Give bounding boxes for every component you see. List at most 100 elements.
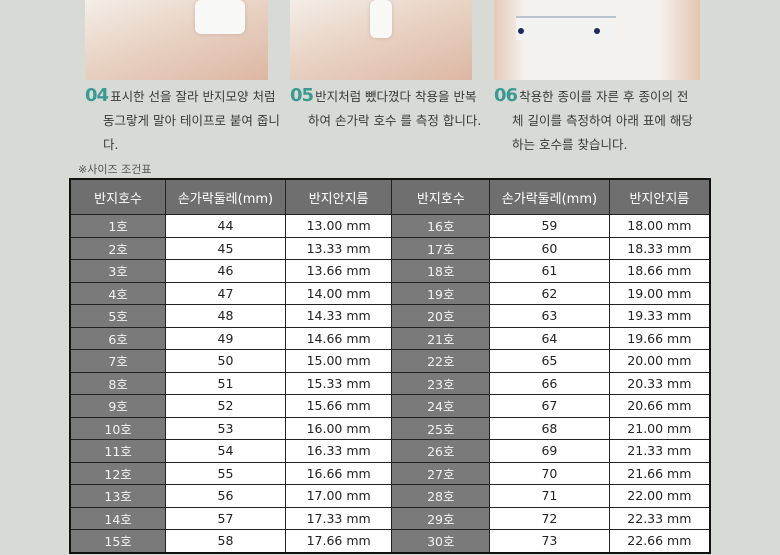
table-row: 12호 55 16.66 mm 27호 70 21.66 mm [69, 461, 711, 485]
inner-diameter-cell: 16.33 mm [284, 439, 393, 463]
table-row: 8호 51 15.33 mm 23호 66 20.33 mm [69, 371, 711, 395]
inner-diameter-cell: 15.00 mm [284, 349, 393, 373]
inner-diameter-cell: 13.33 mm [284, 236, 393, 260]
finger-circumference-cell: 50 [165, 349, 286, 373]
inner-diameter-cell: 16.00 mm [284, 416, 393, 440]
inner-diameter-cell: 15.66 mm [284, 394, 393, 418]
table-header-row: 반지호수 손가락둘레(mm) 반지안지름 반지호수 손가락둘레(mm) 반지안지름 [69, 178, 711, 215]
finger-circumference-cell: 73 [489, 529, 610, 553]
finger-circumference-cell: 63 [489, 304, 610, 328]
finger-circumference-cell: 44 [165, 214, 286, 238]
finger-circumference-cell: 59 [489, 214, 610, 238]
size-chart-note: ※사이즈 조건표 [78, 163, 152, 176]
inner-diameter-cell: 20.33 mm [608, 371, 711, 395]
inner-diameter-cell: 17.66 mm [284, 529, 393, 553]
table-row: 13호 56 17.00 mm 28호 71 22.00 mm [69, 484, 711, 508]
inner-diameter-cell: 20.00 mm [608, 349, 711, 373]
inner-diameter-cell: 14.33 mm [284, 304, 393, 328]
ring-size-cell: 18호 [391, 259, 491, 283]
table-row: 4호 47 14.00 mm 19호 62 19.00 mm [69, 281, 711, 305]
ring-size-cell: 25호 [391, 416, 491, 440]
column-header: 반지호수 [69, 178, 167, 215]
paper-ring-image [195, 0, 245, 34]
inner-diameter-cell: 21.66 mm [608, 461, 711, 485]
ring-size-table: 반지호수 손가락둘레(mm) 반지안지름 반지호수 손가락둘레(mm) 반지안지름 1호 4… [69, 178, 711, 554]
inner-diameter-cell: 22.00 mm [608, 484, 711, 508]
inner-diameter-cell: 22.33 mm [608, 506, 711, 530]
finger-circumference-cell: 65 [489, 349, 610, 373]
ring-size-cell: 19호 [391, 281, 491, 305]
step-05: 05 반지처럼 뺐다꼈다 착용을 반복 하여 손가락 호수 를 측정 합니다. [290, 85, 482, 128]
finger-circumference-cell: 66 [489, 371, 610, 395]
table-row: 10호 53 16.00 mm 25호 68 21.00 mm [69, 416, 711, 440]
table-row: 15호 58 17.66 mm 30호 73 22.66 mm [69, 529, 711, 553]
inner-diameter-cell: 14.66 mm [284, 326, 393, 350]
photo-step-05 [290, 0, 472, 80]
inner-diameter-cell: 19.33 mm [608, 304, 711, 328]
table-row: 9호 52 15.66 mm 24호 67 20.66 mm [69, 394, 711, 418]
inner-diameter-cell: 15.33 mm [284, 371, 393, 395]
finger-circumference-cell: 70 [489, 461, 610, 485]
ring-size-cell: 20호 [391, 304, 491, 328]
finger-circumference-cell: 58 [165, 529, 286, 553]
finger-circumference-cell: 60 [489, 236, 610, 260]
inner-diameter-cell: 19.00 mm [608, 281, 711, 305]
column-header: 손가락둘레(mm) [165, 178, 286, 215]
table-row: 1호 44 13.00 mm 16호 59 18.00 mm [69, 214, 711, 238]
inner-diameter-cell: 21.00 mm [608, 416, 711, 440]
ring-size-cell: 1호 [69, 214, 167, 238]
finger-circumference-cell: 69 [489, 439, 610, 463]
ring-size-cell: 5호 [69, 304, 167, 328]
column-header: 반지안지름 [608, 178, 711, 215]
inner-diameter-cell: 18.66 mm [608, 259, 711, 283]
ring-size-cell: 9호 [69, 394, 167, 418]
finger-circumference-cell: 45 [165, 236, 286, 260]
ring-size-cell: 10호 [69, 416, 167, 440]
ring-size-cell: 28호 [391, 484, 491, 508]
ring-size-cell: 23호 [391, 371, 491, 395]
finger-circumference-cell: 57 [165, 506, 286, 530]
table-row: 14호 57 17.33 mm 29호 72 22.33 mm [69, 506, 711, 530]
ring-size-cell: 2호 [69, 236, 167, 260]
table-row: 7호 50 15.00 mm 22호 65 20.00 mm [69, 349, 711, 373]
ring-size-cell: 22호 [391, 349, 491, 373]
finger-circumference-cell: 72 [489, 506, 610, 530]
ring-size-cell: 30호 [391, 529, 491, 553]
inner-diameter-cell: 17.00 mm [284, 484, 393, 508]
ring-size-cell: 3호 [69, 259, 167, 283]
inner-diameter-cell: 18.33 mm [608, 236, 711, 260]
inner-diameter-cell: 19.66 mm [608, 326, 711, 350]
ring-size-cell: 13호 [69, 484, 167, 508]
ring-size-cell: 6호 [69, 326, 167, 350]
column-header: 손가락둘레(mm) [489, 178, 610, 215]
inner-diameter-cell: 16.66 mm [284, 461, 393, 485]
finger-circumference-cell: 68 [489, 416, 610, 440]
step-04: 04 표시한 선을 잘라 반지모양 처럼 동그랗게 말아 테이프로 붙여 줍니다. [85, 85, 280, 152]
column-header: 반지안지름 [284, 178, 393, 215]
inner-diameter-cell: 14.00 mm [284, 281, 393, 305]
ring-size-cell: 7호 [69, 349, 167, 373]
finger-circumference-cell: 56 [165, 484, 286, 508]
ring-size-cell: 12호 [69, 461, 167, 485]
finger-circumference-cell: 61 [489, 259, 610, 283]
inner-diameter-cell: 20.66 mm [608, 394, 711, 418]
table-row: 5호 48 14.33 mm 20호 63 19.33 mm [69, 304, 711, 328]
finger-circumference-cell: 54 [165, 439, 286, 463]
inner-diameter-cell: 18.00 mm [608, 214, 711, 238]
finger-circumference-cell: 51 [165, 371, 286, 395]
inner-diameter-cell: 17.33 mm [284, 506, 393, 530]
finger-circumference-cell: 48 [165, 304, 286, 328]
table-row: 11호 54 16.33 mm 26호 69 21.33 mm [69, 439, 711, 463]
ring-size-cell: 15호 [69, 529, 167, 553]
ring-size-cell: 8호 [69, 371, 167, 395]
inner-diameter-cell: 21.33 mm [608, 439, 711, 463]
finger-circumference-cell: 55 [165, 461, 286, 485]
ring-size-cell: 17호 [391, 236, 491, 260]
ring-size-cell: 29호 [391, 506, 491, 530]
finger-circumference-cell: 64 [489, 326, 610, 350]
finger-circumference-cell: 46 [165, 259, 286, 283]
ring-size-cell: 21호 [391, 326, 491, 350]
finger-circumference-cell: 52 [165, 394, 286, 418]
step-06: 06 착용한 종이를 자른 후 종이의 전 체 길이를 측정하여 아래 표에 해당… [494, 85, 693, 152]
finger-circumference-cell: 62 [489, 281, 610, 305]
